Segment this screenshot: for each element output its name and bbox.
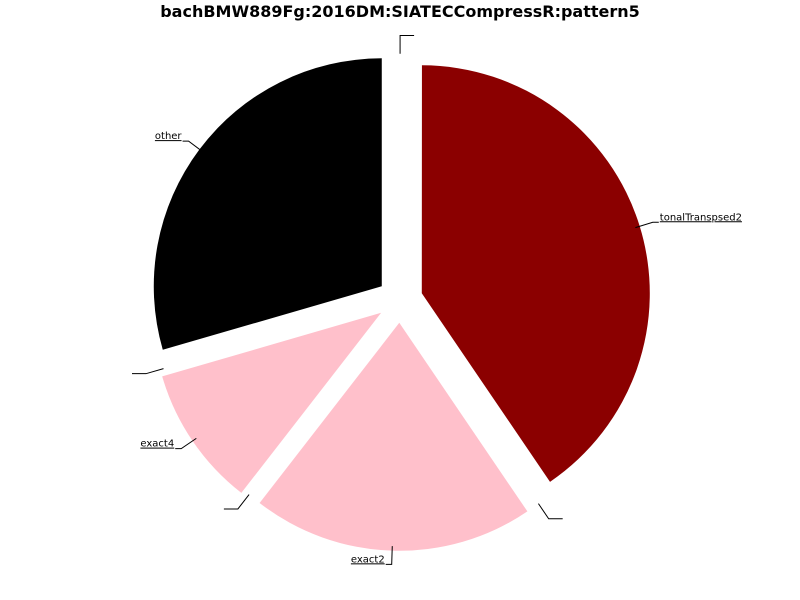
pie-label-exact4: exact4 — [140, 439, 174, 450]
pie-leader-line-gap — [223, 494, 250, 510]
pie-leader-line-exact2 — [385, 546, 393, 565]
pie-slice-gap — [159, 306, 379, 370]
pie-slice-tonalTranspsed2 — [421, 65, 650, 482]
pie-slice-gap — [246, 318, 387, 499]
pie-leader-line-gap — [131, 368, 164, 375]
pie-label-exact2: exact2 — [351, 554, 385, 565]
pie-leader-line-tonalTranspsed2 — [635, 221, 659, 229]
pie-label-tonalTranspsed2: tonalTranspsed2 — [660, 212, 742, 223]
pie-slice-exact2 — [259, 322, 528, 551]
pie-slice-other — [153, 58, 382, 350]
pie-label-other: other — [155, 131, 183, 142]
pie-slice-gap — [412, 318, 542, 508]
pie-leader-line-gap — [399, 35, 415, 54]
pie-leader-line-exact4 — [175, 437, 197, 450]
chart-title: bachBMW889Fg:2016DM:SIATECCompressR:patt… — [160, 2, 640, 21]
pie-leader-line-other — [182, 140, 204, 153]
pie-slice-exact4 — [162, 312, 382, 493]
pie-leader-line-gap — [538, 503, 563, 520]
